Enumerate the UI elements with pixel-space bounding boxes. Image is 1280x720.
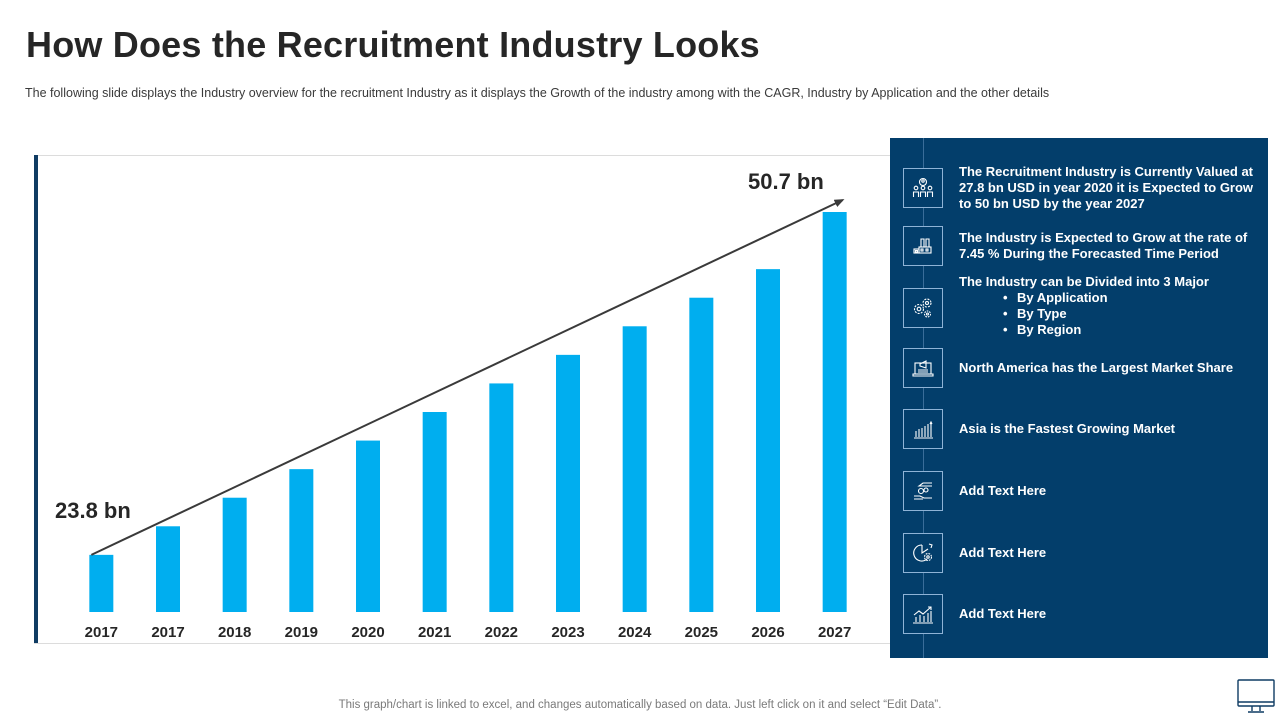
factory-icon [903,226,943,266]
page-subtitle: The following slide displays the Industr… [25,86,1050,100]
info-item-text: Add Text Here [959,545,1047,560]
bar-2027-11[interactable] [822,212,847,612]
chart-accent-bar [34,155,38,643]
info-item-segments: The Industry can be Divided into 3 Major… [903,274,1263,338]
x-tick-labels: 2017 2017 2018 2019 2020 2021 2022 2023 2024 2025… [85,624,852,641]
segment-list-item: By Region [1003,322,1209,338]
bar-2017-0[interactable] [89,554,114,612]
x-tick-label: 2019 [285,624,318,641]
bar-2022-6[interactable] [489,383,514,612]
chart-frame [34,155,890,644]
x-tick-label: 2026 [751,624,784,641]
growth-bars-icon [903,409,943,449]
chart-arrow-icon [903,594,943,634]
info-item-text: The Industry can be Divided into 3 Major [959,274,1209,289]
x-tick-label: 2020 [351,624,384,641]
bar-2021-5[interactable] [422,412,447,612]
x-tick-label: 2023 [551,624,584,641]
info-item-north-america: North America has the Largest Market Sha… [903,348,1263,388]
info-item-text: Asia is the Fastest Growing Market [959,421,1176,436]
bar-2025-9[interactable] [689,297,714,612]
x-tick-label: 2022 [485,624,518,641]
bar-2026-10[interactable] [756,269,780,612]
x-tick-label: 2024 [618,624,652,641]
info-item-text: Add Text Here [959,483,1047,498]
bars-group [89,212,847,612]
info-item-text-group: The Industry can be Divided into 3 Major… [959,274,1209,338]
footer-note: This graph/chart is linked to excel, and… [338,699,942,711]
people-network-icon [903,168,943,208]
bar-2019-3[interactable] [289,469,314,612]
x-tick-label: 2025 [685,624,718,641]
hand-gears-icon [903,471,943,511]
gears-icon [903,288,943,328]
bar-2018-2[interactable] [222,497,247,612]
panel-timeline-line [923,138,924,658]
info-item-placeholder-3: Add Text Here [903,594,1263,634]
bar-2023-7[interactable] [556,354,580,612]
info-item-placeholder-1: Add Text Here [903,471,1263,511]
monitor-icon [1237,679,1275,713]
pie-gear-icon [903,533,943,573]
info-item-text: The Recruitment Industry is Currently Va… [959,164,1254,211]
x-tick-label: 2018 [218,624,251,641]
start-value-label: 23.8 bn [55,498,131,523]
bar-2017-1[interactable] [156,526,180,612]
info-item-text: North America has the Largest Market Sha… [959,360,1234,375]
x-tick-label: 2027 [818,624,851,641]
segment-list: By Application By Type By Region [959,290,1209,338]
info-item-text: Add Text Here [959,606,1047,621]
info-item-asia: Asia is the Fastest Growing Market [903,409,1263,449]
x-tick-label: 2021 [418,624,451,641]
info-item-placeholder-2: Add Text Here [903,533,1263,573]
info-panel [890,138,1268,658]
info-item-text: The Industry is Expected to Grow at the … [959,230,1248,261]
page-title: How Does the Recruitment Industry Looks [26,24,760,65]
end-value-label: 50.7 bn [748,169,824,194]
bar-2020-4[interactable] [356,440,380,612]
segment-list-item: By Type [1003,306,1209,322]
bar-2024-8[interactable] [622,326,647,612]
x-tick-label: 2017 [151,624,184,641]
x-tick-label: 2017 [85,624,118,641]
segment-list-item: By Application [1003,290,1209,306]
info-item-growth-rate: The Industry is Expected to Grow at the … [903,226,1263,266]
laptop-megaphone-icon [903,348,943,388]
info-item-valuation: The Recruitment Industry is Currently Va… [903,164,1263,212]
trend-arrow [90,199,845,556]
